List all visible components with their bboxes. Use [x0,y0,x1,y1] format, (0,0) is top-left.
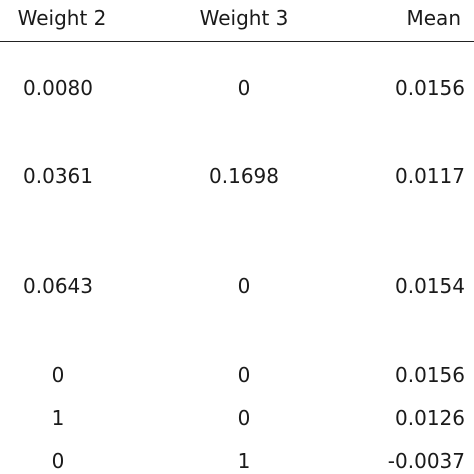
cell-r1-mean: 0.0156 [395,76,465,100]
header-weight-2: Weight 2 [17,6,107,30]
cell-r3-mean: 0.0154 [395,274,465,298]
cell-r5-weight-3: 0 [237,406,251,430]
cell-r2-weight-2: 0.0361 [23,164,93,188]
header-mean: Mean [406,6,462,30]
cell-r5-weight-2: 1 [51,406,65,430]
cell-r2-mean: 0.0117 [395,164,465,188]
cell-r6-weight-3: 1 [237,449,251,473]
cell-r3-weight-2: 0.0643 [23,274,93,298]
cell-r3-weight-3: 0 [237,274,251,298]
cell-r6-mean: -0.0037 [387,449,465,473]
header-rule [0,41,474,42]
cell-r4-weight-3: 0 [237,363,251,387]
cell-r5-mean: 0.0126 [395,406,465,430]
cell-r2-weight-3: 0.1698 [209,164,279,188]
cell-r4-weight-2: 0 [51,363,65,387]
header-weight-3: Weight 3 [199,6,289,30]
cell-r1-weight-2: 0.0080 [23,76,93,100]
cell-r4-mean: 0.0156 [395,363,465,387]
cell-r6-weight-2: 0 [51,449,65,473]
cell-r1-weight-3: 0 [237,76,251,100]
